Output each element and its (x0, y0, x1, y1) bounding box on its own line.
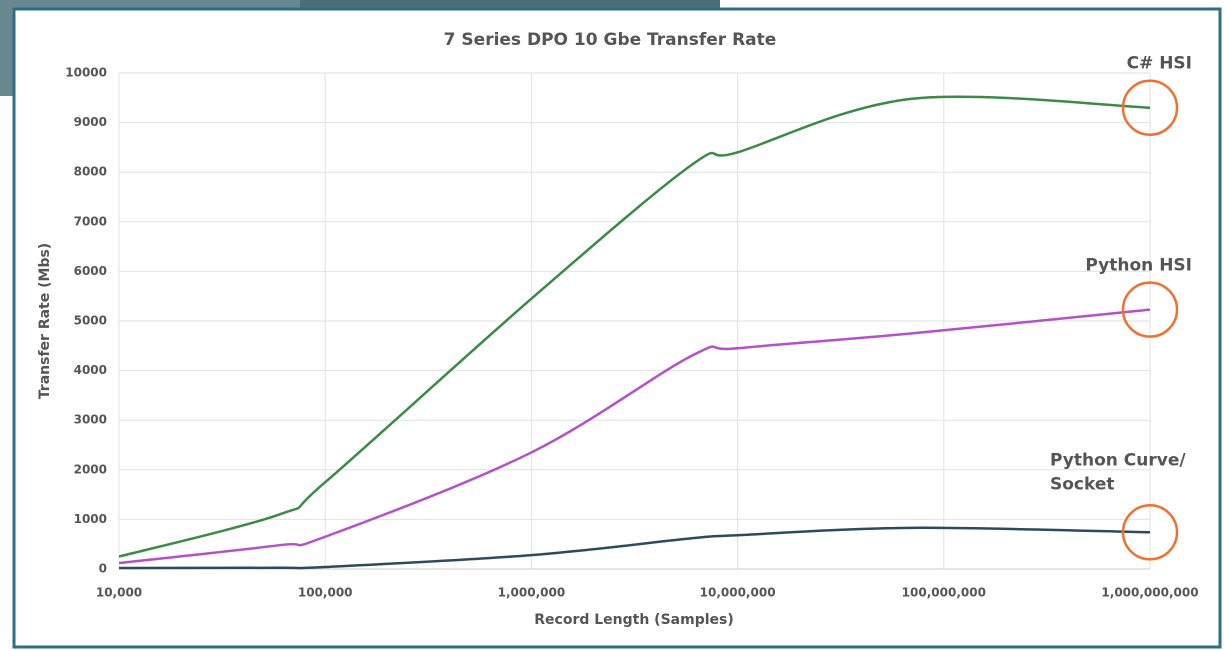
x-tick-label: 10,000 (96, 586, 142, 600)
series-annotation: Python Curve/ (1050, 450, 1186, 470)
x-axis-label: Record Length (Samples) (534, 612, 734, 628)
series-line (118, 526, 1151, 570)
y-tick-label: 6000 (74, 264, 107, 278)
chart-title: 7 Series DPO 10 Gbe Transfer Rate (444, 30, 777, 50)
y-tick-label: 4000 (74, 363, 107, 377)
y-axis-label: Transfer Rate (Mbs) (37, 243, 53, 399)
x-tick-label: 100,000,000 (902, 586, 986, 600)
y-tick-label: 9000 (74, 115, 107, 129)
chart-panel (12, 7, 1222, 649)
x-tick-label: 1,000,000,000 (1101, 586, 1198, 600)
series-annotation: Socket (1050, 474, 1115, 494)
highlight-circle (1121, 504, 1179, 561)
highlight-circle (1121, 281, 1179, 338)
y-tick-label: 10000 (65, 66, 107, 80)
y-tick-label: 2000 (74, 462, 107, 476)
x-tick-label: 10,000,000 (700, 586, 776, 600)
y-tick-label: 5000 (74, 314, 107, 328)
series-line (118, 95, 1151, 558)
series-annotation: C# HSI (1127, 54, 1192, 74)
y-tick-label: 0 (99, 562, 107, 576)
highlight-circle (1121, 79, 1179, 136)
y-tick-label: 3000 (74, 413, 107, 427)
y-tick-label: 7000 (74, 214, 107, 228)
y-tick-label: 8000 (74, 165, 107, 179)
x-tick-label: 100,000 (298, 586, 353, 600)
series-line (118, 308, 1151, 565)
series-annotation: Python HSI (1085, 256, 1192, 276)
x-tick-label: 1,000,000 (498, 586, 566, 600)
y-tick-label: 1000 (74, 512, 107, 526)
